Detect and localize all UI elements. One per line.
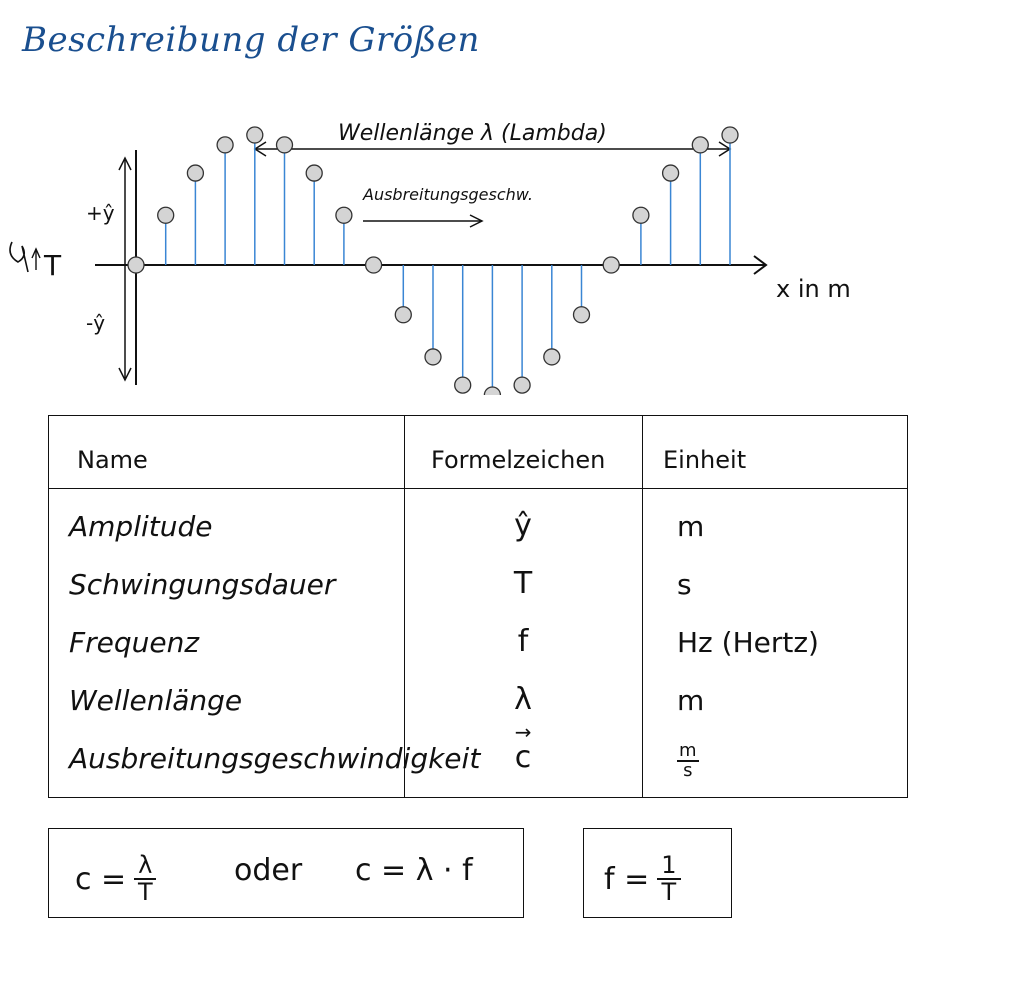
row-symbol: ŷ [514,508,532,543]
wave-point [513,376,531,394]
wave-point [454,376,472,394]
row-symbol: c [515,720,532,775]
formula-numerator: 1 [657,852,681,881]
wave-point [661,164,680,182]
formula-box-frequency: f = 1 T [583,828,732,918]
wave-diagram: Wellenlänge λ (Lambda) Ausbreitungsgesch… [9,121,851,395]
wave-point [543,348,561,366]
time-curl-icon [9,241,29,273]
plus-amplitude-label: +ŷ [86,201,115,225]
wave-point [275,136,294,154]
table-divider [642,416,643,797]
table-header-divider [49,488,907,489]
row-name: Amplitude [69,510,213,543]
wave-point [305,164,323,182]
wave-point [691,136,709,154]
wave-point [216,136,234,154]
table-row: Schwingungsdauer T s [49,560,907,618]
wave-point [157,206,175,224]
formula-fraction: λ T [134,852,157,907]
wave-point [364,256,383,274]
amplitude-arrow-up [118,156,132,171]
unit-numerator: m [677,740,699,762]
wave-point [721,126,739,144]
velocity-arrow-head [469,214,484,228]
row-name: Schwingungsdauer [69,568,336,601]
row-unit: m [677,510,705,543]
row-name: Ausbreitungsgeschwindigkeit [69,742,481,775]
formula-denominator: T [137,878,153,907]
header-symbol: Formelzeichen [431,446,606,474]
header-unit: Einheit [663,446,747,474]
wave-point [394,306,412,324]
formula-lhs: f = [604,861,650,897]
wave-point [602,256,620,274]
row-symbol: f [517,624,529,659]
row-unit: Hz (Hertz) [677,626,819,659]
wave-point [335,206,353,224]
wave-point [483,386,502,395]
x-axis-label: x in m [776,275,851,303]
row-symbol: λ [514,682,532,717]
wave-point [572,306,591,324]
header-name: Name [77,446,148,474]
formula-or: oder [234,853,303,888]
unit-denominator: s [683,760,693,781]
time-label: T [43,249,62,282]
formula-box-velocity: c = λ T oder c = λ · f [48,828,524,918]
formula-velocity-alt: c = λ · f [355,853,473,888]
row-name: Frequenz [69,626,200,659]
unit-fraction: m s [677,742,699,780]
minus-amplitude-label: -ŷ [86,311,105,335]
row-name: Wellenlänge [69,684,243,717]
row-unit: s [677,568,692,601]
table-row: Wellenlänge λ m [49,676,907,734]
wavelength-label: Wellenlänge λ (Lambda) [338,121,607,146]
quantities-table: Name Formelzeichen Einheit Amplitude ŷ m… [48,415,908,798]
row-symbol: T [513,566,533,601]
row-unit: m [677,684,705,717]
wave-point [186,164,205,182]
formula-lhs: c = [75,861,127,897]
table-divider [404,416,405,797]
formula-numerator: λ [134,852,157,881]
wave-point [246,126,264,144]
table-row: Ausbreitungsgeschwindigkeit c m s [49,720,907,792]
wave-point [127,256,145,274]
amplitude-arrow-down [118,367,132,382]
table-row: Frequenz f Hz (Hertz) [49,618,907,676]
wave-point [632,206,650,224]
wave-points [127,126,739,395]
formula-fraction: 1 T [657,852,681,907]
formula-denominator: T [661,878,677,907]
page-title: Beschreibung der Größen [22,20,480,60]
x-axis-arrow [753,255,768,275]
velocity-label: Ausbreitungsgeschw. [362,185,533,204]
wave-point [424,348,442,366]
table-row: Amplitude ŷ m [49,502,907,560]
